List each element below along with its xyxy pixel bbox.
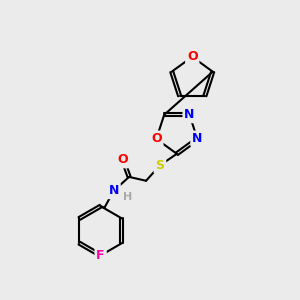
Text: O: O [187, 50, 198, 63]
Text: N: N [109, 184, 119, 197]
Text: O: O [151, 132, 162, 146]
Text: F: F [96, 249, 105, 262]
Text: S: S [155, 159, 164, 172]
Text: H: H [123, 192, 132, 202]
Text: N: N [184, 108, 195, 121]
Text: N: N [192, 132, 203, 146]
Text: O: O [118, 154, 128, 166]
